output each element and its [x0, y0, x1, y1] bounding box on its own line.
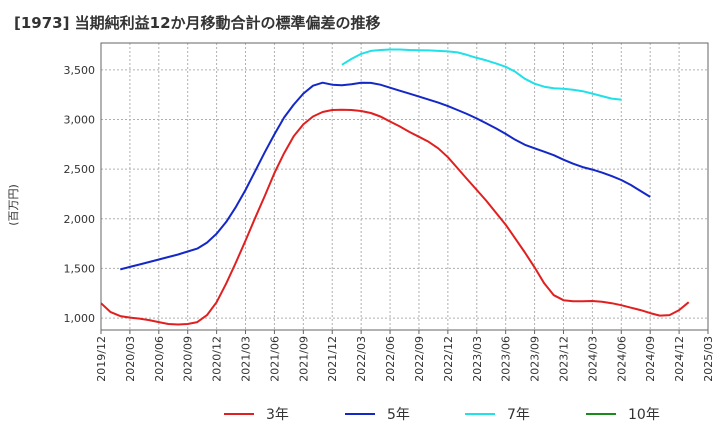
series-line-3年	[100, 108, 690, 326]
legend-label: 7年	[507, 407, 530, 423]
x-tick-label: 2022/09	[413, 336, 426, 382]
legend-label: 3年	[266, 407, 289, 423]
x-tick-label: 2020/06	[153, 336, 166, 382]
series-line-5年	[120, 81, 651, 271]
x-tick-label: 2021/06	[268, 336, 281, 382]
x-tick-label: 2020/09	[182, 336, 195, 382]
x-tick-label: 2021/03	[240, 336, 253, 382]
legend-label: 5年	[387, 407, 410, 423]
series-layer	[100, 48, 690, 326]
y-axis: 1,000 1,500 2,000 2,500 3,000 3,500	[64, 64, 96, 325]
x-tick-label: 2019/12	[95, 336, 108, 382]
x-tick-label: 2024/09	[644, 336, 657, 382]
x-tick-label: 2020/03	[124, 336, 137, 382]
y-axis-label: (百万円)	[7, 184, 20, 226]
x-tick-label: 2023/06	[500, 336, 513, 382]
x-tick-label: 2022/03	[355, 336, 368, 382]
y-tick-label: 2,500	[64, 163, 96, 176]
y-tick-label: 3,500	[64, 64, 96, 77]
x-tick-label: 2023/03	[471, 336, 484, 382]
x-tick-label: 2023/09	[529, 336, 542, 382]
grid-layer	[100, 43, 709, 330]
legend-label: 10年	[628, 407, 660, 423]
plot-frame	[100, 42, 709, 331]
x-tick-label: 2024/03	[586, 336, 599, 382]
y-tick-label: 2,000	[64, 213, 96, 226]
series-line-7年	[341, 48, 622, 101]
x-tick-label: 2021/09	[297, 336, 310, 382]
x-tick-label: 2024/06	[615, 336, 628, 382]
x-tick-label: 2020/12	[211, 336, 224, 382]
x-tick-label: 2025/03	[702, 336, 715, 382]
x-axis: 2019/12 2020/03 2020/06 2020/09 2020/12 2021/…	[95, 330, 715, 382]
x-tick-label: 2023/12	[557, 336, 570, 382]
y-tick-label: 1,500	[64, 262, 96, 275]
chart-title: [1973] 当期純利益12か月移動合計の標準偏差の推移	[14, 14, 381, 32]
x-tick-label: 2022/06	[384, 336, 397, 382]
x-tick-label: 2021/12	[326, 336, 339, 382]
y-tick-label: 1,000	[64, 312, 96, 325]
y-tick-label: 3,000	[64, 113, 96, 126]
x-tick-label: 2022/12	[442, 336, 455, 382]
x-tick-label: 2024/12	[673, 336, 686, 382]
legend: 3年 5年 7年 10年	[224, 407, 660, 423]
